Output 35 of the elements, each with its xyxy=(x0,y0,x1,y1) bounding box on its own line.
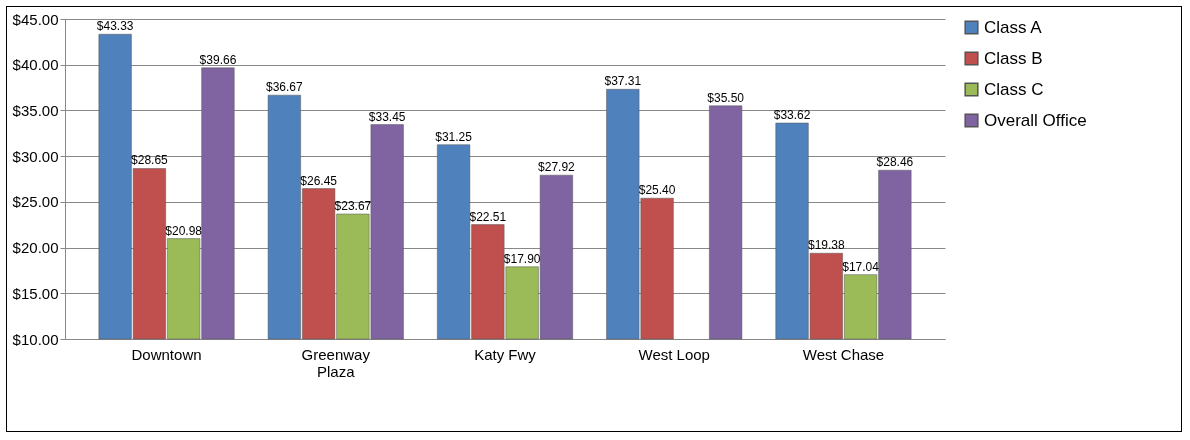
y-tick-label: $40.00 xyxy=(12,56,59,74)
y-tick-label: $15.00 xyxy=(12,284,59,302)
x-tick-label: Greenway Plaza xyxy=(301,345,371,380)
x-tick-label: West Loop xyxy=(638,345,710,363)
data-label: $23.67 xyxy=(334,199,372,214)
data-label: $26.45 xyxy=(300,173,338,188)
data-label: $39.66 xyxy=(199,52,237,67)
data-label: $31.25 xyxy=(435,129,473,144)
legend-label: Overall Office xyxy=(984,110,1087,130)
data-label: $33.62 xyxy=(773,108,811,123)
legend-label: Class A xyxy=(984,17,1043,37)
data-label: $36.67 xyxy=(266,80,304,95)
y-tick-label: $10.00 xyxy=(12,330,59,348)
y-tick-label: $25.00 xyxy=(12,193,59,211)
data-label: $28.46 xyxy=(876,155,914,170)
data-label: $33.45 xyxy=(368,109,406,124)
data-label: $37.31 xyxy=(604,74,642,89)
data-label: $27.92 xyxy=(538,160,576,175)
data-label: $19.38 xyxy=(807,238,845,253)
x-tick-label: Downtown xyxy=(131,345,202,363)
data-label: $17.04 xyxy=(842,259,880,274)
data-label: $25.40 xyxy=(638,183,676,198)
y-tick-label: $30.00 xyxy=(12,147,59,165)
legend-label: Class C xyxy=(984,79,1044,99)
data-label: $17.90 xyxy=(503,251,541,266)
data-label: $35.50 xyxy=(707,90,745,105)
y-tick-label: $20.00 xyxy=(12,239,59,257)
data-label: $43.33 xyxy=(96,19,134,34)
y-tick-label: $45.00 xyxy=(12,10,59,28)
x-tick-label: Katy Fwy xyxy=(474,345,537,363)
data-label: $22.51 xyxy=(469,209,507,224)
x-tick-label: West Chase xyxy=(802,345,885,363)
data-label: $28.65 xyxy=(131,153,169,168)
legend-label: Class B xyxy=(984,48,1043,68)
y-tick-label: $35.00 xyxy=(12,101,59,119)
